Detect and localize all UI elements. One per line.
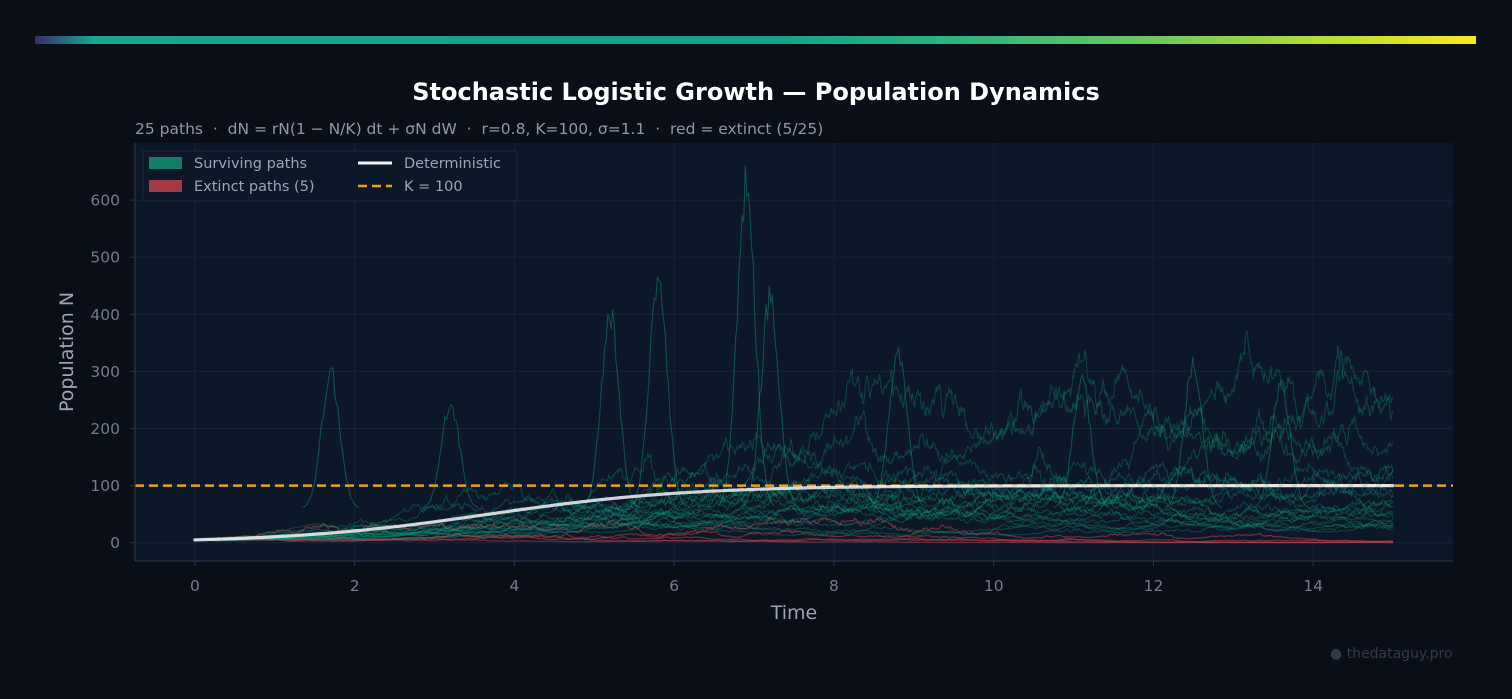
surviving-path — [194, 479, 1394, 541]
surviving-path — [194, 512, 1394, 541]
surviving-path — [194, 508, 1394, 541]
surviving-path — [194, 356, 1394, 541]
paths-layer — [194, 165, 1394, 544]
legend: Surviving paths Extinct paths (5) Determ… — [142, 150, 518, 202]
x-tick-label: 2 — [350, 577, 360, 595]
surviving-path-peak — [629, 276, 687, 508]
x-tick-label: 6 — [669, 577, 679, 595]
surviving-path-peak — [1253, 379, 1310, 509]
legend-label-surviving: Surviving paths — [194, 156, 307, 172]
chart-title: Stochastic Logistic Growth — Population … — [412, 78, 1100, 106]
y-tick-label: 100 — [90, 477, 120, 495]
surviving-path — [194, 414, 1394, 541]
watermark: ● thedataguy.pro — [1330, 646, 1453, 662]
chart-subtitle: 25 paths · dN = rN(1 − N/K) dt + σN dW ·… — [135, 120, 824, 138]
surviving-path — [194, 509, 1394, 542]
reference-layer — [135, 484, 1453, 542]
x-tick-label: 12 — [1144, 577, 1164, 595]
x-tick-label: 14 — [1303, 577, 1323, 595]
legend-label-deterministic: Deterministic — [404, 156, 501, 172]
y-tick-label: 0 — [110, 534, 120, 552]
y-tick-label: 400 — [90, 306, 120, 324]
surviving-path — [194, 446, 1394, 541]
deterministic-curve — [193, 484, 1395, 542]
surviving-path — [194, 459, 1394, 541]
extinct-path — [194, 537, 1394, 544]
y-tick-label: 600 — [90, 192, 120, 210]
x-tick-label: 0 — [190, 577, 200, 595]
surviving-path-peak — [422, 403, 479, 509]
surviving-path — [194, 498, 1394, 541]
surviving-path — [194, 448, 1394, 541]
legend-label-extinct: Extinct paths (5) — [194, 179, 315, 195]
surviving-path-peak — [717, 165, 775, 507]
surviving-path — [194, 468, 1394, 541]
y-axis-label: Population N — [56, 292, 78, 412]
y-tick-label: 200 — [90, 420, 120, 438]
surviving-path-peak — [1165, 356, 1222, 508]
legend-swatch-extinct — [149, 180, 182, 192]
top-accent-bar — [35, 36, 1476, 44]
surviving-path — [194, 517, 1394, 541]
x-axis-label: Time — [770, 602, 818, 624]
y-tick-label: 300 — [90, 363, 120, 381]
legend-swatch-surviving — [149, 157, 182, 169]
x-tick-label: 4 — [509, 577, 519, 595]
surviving-path-peak — [302, 366, 359, 508]
axes-layer: 0 2 4 6 8 10 12 14 0 100 200 300 400 500 600 Time Popula… — [56, 143, 1453, 624]
x-tick-label: 10 — [984, 577, 1004, 595]
surviving-path-peak — [1053, 372, 1110, 509]
surviving-path — [194, 511, 1394, 541]
y-tick-label: 500 — [90, 249, 120, 267]
surviving-path — [194, 503, 1394, 541]
surviving-path — [194, 487, 1394, 541]
surviving-path — [194, 462, 1394, 541]
legend-box — [142, 150, 518, 202]
surviving-path — [194, 330, 1394, 542]
legend-label-capacity: K = 100 — [404, 179, 463, 195]
x-tick-label: 8 — [829, 577, 839, 595]
surviving-path-peak — [869, 346, 927, 508]
surviving-path — [194, 408, 1394, 541]
